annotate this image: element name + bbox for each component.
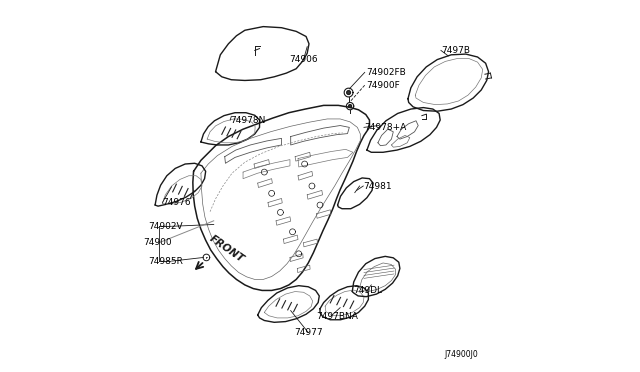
- Text: 749DL: 749DL: [353, 286, 382, 295]
- Text: 74977: 74977: [294, 328, 323, 337]
- Text: 74902V: 74902V: [148, 222, 182, 231]
- Text: FRONT: FRONT: [207, 234, 245, 265]
- Text: 74900: 74900: [143, 238, 172, 247]
- Polygon shape: [347, 91, 351, 94]
- Text: 74985R: 74985R: [148, 257, 182, 266]
- Text: 74978+A: 74978+A: [364, 123, 406, 132]
- Text: 74976: 74976: [163, 198, 191, 207]
- Text: 7497BNA: 7497BNA: [316, 312, 358, 321]
- Text: 74902FB: 74902FB: [366, 68, 406, 77]
- Text: 74900F: 74900F: [366, 81, 399, 90]
- Text: 74978N: 74978N: [230, 116, 266, 125]
- Text: 7497B: 7497B: [441, 46, 470, 55]
- Polygon shape: [349, 105, 351, 108]
- Text: 74906: 74906: [289, 55, 317, 64]
- Text: 74981: 74981: [364, 182, 392, 190]
- Text: J74900J0: J74900J0: [445, 350, 478, 359]
